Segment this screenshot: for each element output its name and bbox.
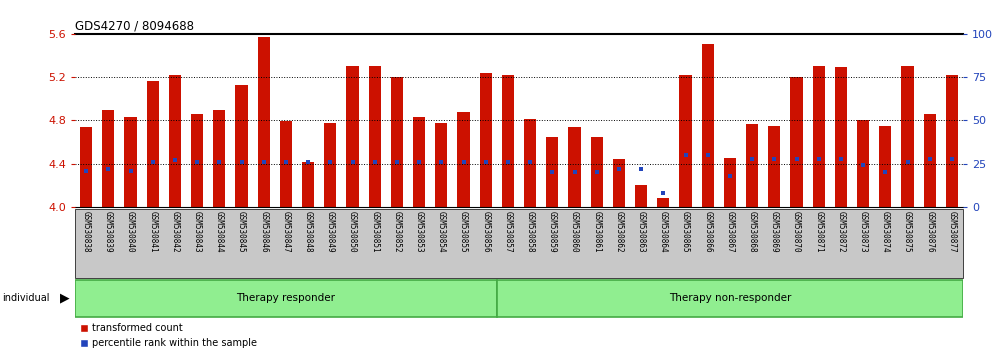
- Text: GSM530851: GSM530851: [370, 211, 379, 252]
- Legend: transformed count, percentile rank within the sample: transformed count, percentile rank withi…: [80, 324, 257, 348]
- Text: GSM530844: GSM530844: [215, 211, 224, 252]
- Bar: [302, 161, 314, 207]
- Bar: [413, 117, 425, 207]
- Bar: [147, 81, 159, 207]
- Text: GSM530848: GSM530848: [304, 211, 313, 252]
- Bar: [213, 109, 225, 207]
- Text: GSM530866: GSM530866: [703, 211, 712, 252]
- Text: GSM530872: GSM530872: [836, 211, 845, 252]
- Text: Therapy non-responder: Therapy non-responder: [669, 293, 791, 303]
- Bar: [497, 280, 963, 317]
- Bar: [80, 127, 92, 207]
- Text: GSM530868: GSM530868: [748, 211, 757, 252]
- Bar: [258, 37, 270, 207]
- Text: GSM530838: GSM530838: [82, 211, 91, 252]
- Bar: [879, 126, 891, 207]
- Text: ▶: ▶: [60, 292, 70, 305]
- Text: GSM530863: GSM530863: [637, 211, 646, 252]
- Bar: [790, 77, 803, 207]
- Text: GSM530870: GSM530870: [792, 211, 801, 252]
- Bar: [613, 159, 625, 207]
- Text: GSM530877: GSM530877: [947, 211, 956, 252]
- Bar: [524, 119, 536, 207]
- Text: GSM530845: GSM530845: [237, 211, 246, 252]
- Text: individual: individual: [2, 293, 50, 303]
- Text: GSM530843: GSM530843: [193, 211, 202, 252]
- Text: GSM530867: GSM530867: [725, 211, 734, 252]
- Text: GSM530871: GSM530871: [814, 211, 823, 252]
- Bar: [568, 127, 581, 207]
- Bar: [75, 280, 497, 317]
- Text: Therapy responder: Therapy responder: [236, 293, 335, 303]
- Bar: [591, 137, 603, 207]
- Bar: [235, 85, 248, 207]
- Bar: [124, 117, 137, 207]
- Bar: [191, 114, 203, 207]
- Text: GSM530846: GSM530846: [259, 211, 268, 252]
- Bar: [657, 199, 669, 207]
- Text: GSM530850: GSM530850: [348, 211, 357, 252]
- Bar: [635, 185, 647, 207]
- Text: GSM530862: GSM530862: [614, 211, 623, 252]
- Text: GSM530874: GSM530874: [881, 211, 890, 252]
- Text: GDS4270 / 8094688: GDS4270 / 8094688: [75, 19, 194, 33]
- Bar: [924, 114, 936, 207]
- Bar: [746, 124, 758, 207]
- Bar: [457, 112, 470, 207]
- Bar: [901, 66, 914, 207]
- Bar: [702, 45, 714, 207]
- Text: GSM530860: GSM530860: [570, 211, 579, 252]
- Bar: [813, 66, 825, 207]
- Text: GSM530842: GSM530842: [170, 211, 179, 252]
- Bar: [369, 66, 381, 207]
- Text: GSM530849: GSM530849: [326, 211, 335, 252]
- Text: GSM530841: GSM530841: [148, 211, 157, 252]
- Bar: [435, 122, 447, 207]
- Text: GSM530873: GSM530873: [859, 211, 868, 252]
- Bar: [546, 137, 558, 207]
- Text: GSM530856: GSM530856: [481, 211, 490, 252]
- Bar: [102, 109, 114, 207]
- Text: GSM530847: GSM530847: [281, 211, 290, 252]
- Text: GSM530857: GSM530857: [503, 211, 512, 252]
- Text: GSM530876: GSM530876: [925, 211, 934, 252]
- Text: GSM530861: GSM530861: [592, 211, 601, 252]
- Text: GSM530840: GSM530840: [126, 211, 135, 252]
- Text: GSM530855: GSM530855: [459, 211, 468, 252]
- Bar: [324, 122, 336, 207]
- Text: GSM530853: GSM530853: [415, 211, 424, 252]
- Text: GSM530858: GSM530858: [526, 211, 535, 252]
- Text: GSM530864: GSM530864: [659, 211, 668, 252]
- Text: GSM530859: GSM530859: [548, 211, 557, 252]
- Bar: [857, 120, 869, 207]
- Bar: [946, 75, 958, 207]
- Bar: [768, 126, 780, 207]
- Text: GSM530852: GSM530852: [392, 211, 401, 252]
- Text: GSM530854: GSM530854: [437, 211, 446, 252]
- Text: GSM530875: GSM530875: [903, 211, 912, 252]
- Bar: [835, 67, 847, 207]
- Bar: [724, 158, 736, 207]
- Text: GSM530865: GSM530865: [681, 211, 690, 252]
- Bar: [169, 75, 181, 207]
- Text: GSM530839: GSM530839: [104, 211, 113, 252]
- Bar: [346, 66, 359, 207]
- Bar: [391, 77, 403, 207]
- Bar: [679, 75, 692, 207]
- Bar: [280, 121, 292, 207]
- Text: GSM530869: GSM530869: [770, 211, 779, 252]
- Bar: [480, 73, 492, 207]
- Bar: [502, 75, 514, 207]
